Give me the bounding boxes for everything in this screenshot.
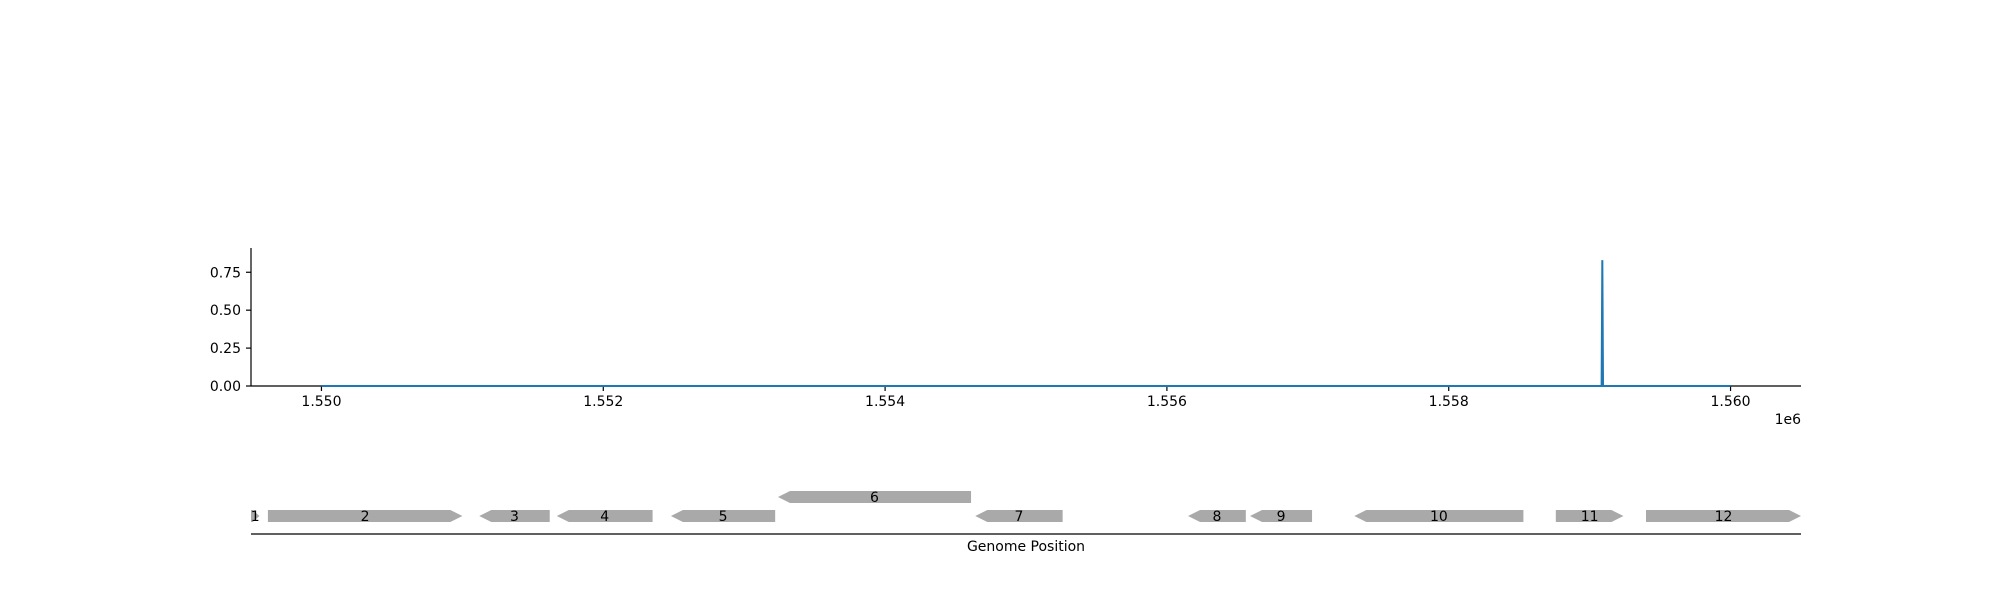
gene-arrow xyxy=(975,510,1063,522)
gene-label: 2 xyxy=(361,509,370,525)
y-tick-label: 0.75 xyxy=(210,265,241,281)
gene-label: 6 xyxy=(870,490,879,506)
y-tick-label: 0.25 xyxy=(210,341,241,357)
gene-label: 12 xyxy=(1715,509,1733,525)
gene-label: 4 xyxy=(600,509,609,525)
x-tick-label: 1.550 xyxy=(301,394,341,410)
gene-arrow xyxy=(556,510,653,522)
gene-arrow xyxy=(1250,510,1313,522)
gene-label: 9 xyxy=(1277,509,1286,525)
x-tick-label: 1.552 xyxy=(583,394,623,410)
gene-arrow xyxy=(1646,510,1801,522)
x-axis-label: Genome Position xyxy=(967,539,1085,555)
gene-arrow xyxy=(479,510,550,522)
x-tick-label: 1.554 xyxy=(865,394,905,410)
gene-arrow xyxy=(1354,510,1524,522)
y-tick-label: 0.00 xyxy=(210,379,241,395)
x-tick-label: 1.556 xyxy=(1147,394,1187,410)
gene-arrow xyxy=(1555,510,1624,522)
x-tick-label: 1.560 xyxy=(1710,394,1750,410)
y-tick-label: 0.50 xyxy=(210,303,241,319)
gene-label: 11 xyxy=(1581,509,1599,525)
coverage-series-line xyxy=(321,260,1731,387)
gene-arrow xyxy=(670,510,776,522)
gene-label: 3 xyxy=(510,509,519,525)
coverage-plot: 0.00 0.25 0.50 0.75 1.550 1.552 1.554 1.556 1.55… xyxy=(210,248,1801,428)
gene-arrow xyxy=(778,491,972,503)
x-tick-label: 1.558 xyxy=(1429,394,1469,410)
gene-label: 10 xyxy=(1430,509,1448,525)
gene-label: 1 xyxy=(251,509,260,525)
gene-label: 7 xyxy=(1014,509,1023,525)
gene-label: 8 xyxy=(1212,509,1221,525)
gene-arrow xyxy=(251,510,260,522)
gene-arrow xyxy=(1188,510,1246,522)
gene-arrow xyxy=(267,510,463,522)
gene-label: 5 xyxy=(719,509,728,525)
x-axis-offset-label: 1e6 xyxy=(1775,412,1802,428)
